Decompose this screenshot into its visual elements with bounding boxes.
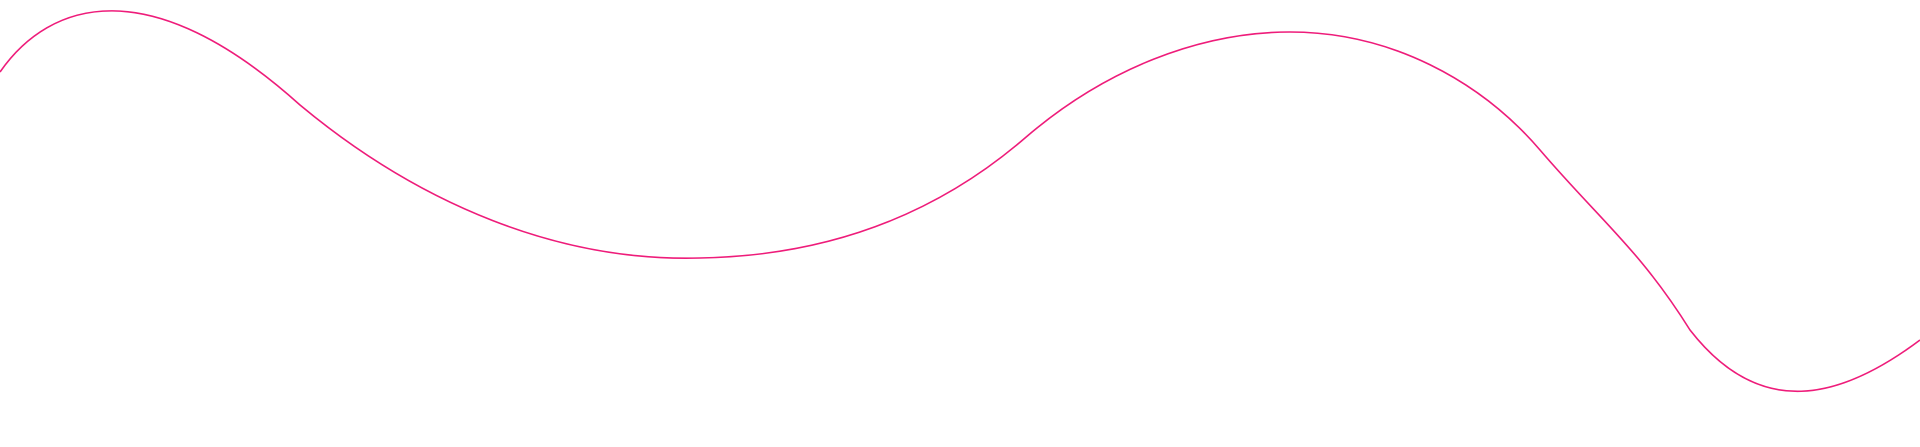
wave-line [0,10,1920,393]
